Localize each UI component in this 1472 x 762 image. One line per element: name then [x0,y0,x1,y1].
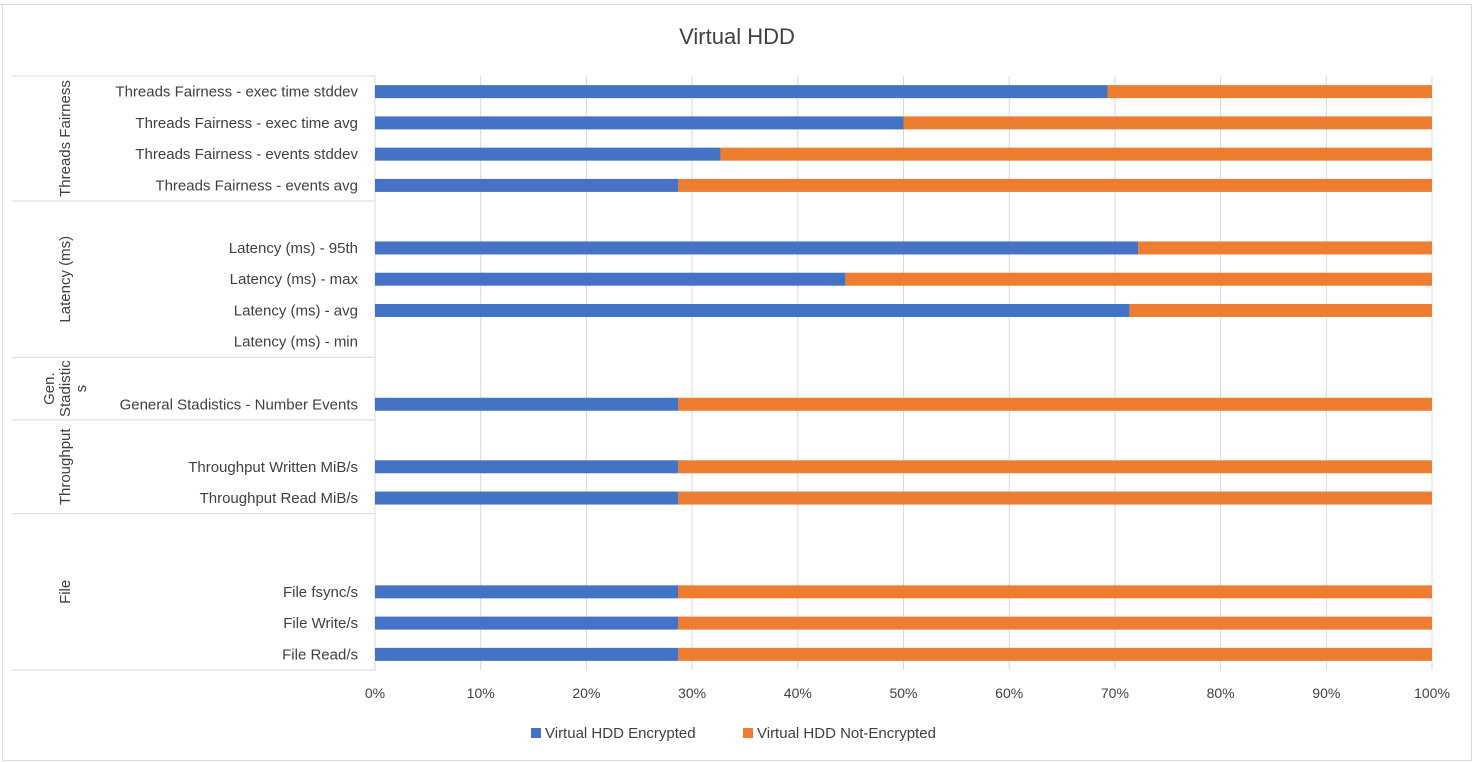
x-tick-label: 30% [678,685,706,701]
bar-segment [678,178,1432,192]
category-label: Latency (ms) - 95th [229,240,358,257]
category-label: Throughput Written MiB/s [188,459,358,476]
gridlines [374,76,1433,670]
x-tick-label: 10% [467,685,495,701]
bar-segment [375,585,679,599]
bars [375,85,1432,661]
group-label: s [73,385,90,393]
bar-segment [375,397,679,411]
category-label: Threads Fairness - events stddev [135,146,358,163]
x-axis-ticks: 0% 10% 20% 30% 40% 50% 60% 70% 80% 90% 100% [365,685,1450,701]
group-label: Stadistic [57,360,74,417]
x-tick-label: 90% [1312,685,1340,701]
bar-segment [845,272,1432,286]
group-label: Gen. [41,372,58,405]
category-label: Latency (ms) - avg [234,302,358,319]
bar-segment [375,272,846,286]
x-tick-label: 40% [784,685,812,701]
category-label: Threads Fairness - exec time avg [135,115,358,132]
category-label: File Write/s [283,615,358,632]
bar-segment [375,241,1139,255]
bar-segment [375,85,1108,99]
category-label: Latency (ms) - max [230,271,359,288]
category-labels: Threads Fairness - exec time stddev Threa… [115,84,358,664]
category-label: File fsync/s [283,584,358,601]
x-tick-label: 50% [889,685,917,701]
bar-segment [375,303,1130,317]
legend: Virtual HDD Encrypted Virtual HDD Not-Enc… [531,725,936,742]
bar-segment [678,460,1432,474]
bar-segment [375,491,679,505]
category-label: Throughput Read MiB/s [200,490,358,507]
group-label: File [57,580,74,604]
category-label: Threads Fairness - events avg [155,177,358,194]
category-label: Threads Fairness - exec time stddev [115,84,358,101]
bar-segment [678,616,1432,630]
bar-segment [375,116,904,130]
category-label: General Stadistics - Number Events [120,396,358,413]
bar-segment [375,147,721,161]
x-tick-label: 70% [1101,685,1129,701]
legend-swatch [743,728,753,738]
bar-segment [678,585,1432,599]
x-tick-label: 60% [995,685,1023,701]
bar-segment [375,460,679,474]
x-tick-label: 0% [365,685,385,701]
x-tick-label: 80% [1207,685,1235,701]
group-label: Threads Fairness [57,80,74,197]
bar-segment [1129,303,1432,317]
bar-segment [678,397,1432,411]
bar-segment [375,178,679,192]
bar-segment [678,647,1432,661]
category-label: Latency (ms) - min [234,334,358,351]
bar-segment [1107,85,1432,99]
group-label: Throughput [57,428,74,506]
chart-title: Virtual HDD [679,24,795,49]
x-tick-label: 20% [572,685,600,701]
bar-segment [375,647,679,661]
bar-segment [678,491,1432,505]
legend-swatch [531,728,541,738]
category-group-axis: Threads Fairness Latency (ms) Gen. Stadisti… [12,75,376,671]
legend-label: Virtual HDD Encrypted [545,725,696,742]
group-label: Latency (ms) [57,236,74,323]
legend-label: Virtual HDD Not-Encrypted [757,725,936,742]
category-label: File Read/s [282,646,358,663]
bar-segment [903,116,1432,130]
bar-segment [1138,241,1432,255]
x-tick-label: 100% [1414,685,1450,701]
bar-segment [375,616,679,630]
bar-segment [720,147,1432,161]
